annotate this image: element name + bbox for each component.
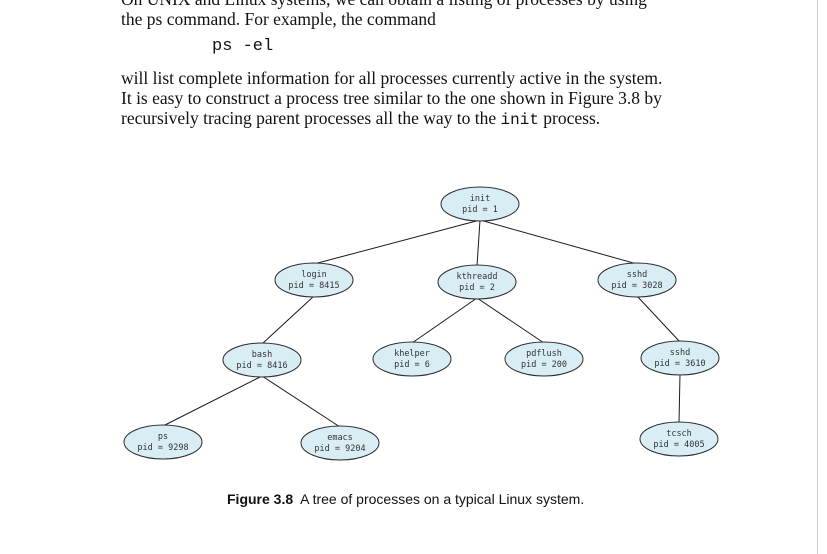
caption-label: Figure 3.8 (227, 491, 294, 507)
node-ellipse (640, 340, 720, 376)
text-fragment: the (121, 9, 147, 29)
node-ellipse (123, 424, 203, 460)
inline-code: init (500, 111, 539, 129)
process-pid: pid = 9298 (137, 443, 188, 453)
node-ellipse (372, 341, 452, 377)
page-edge-line (817, 0, 818, 554)
process-name: pdflush (526, 349, 562, 359)
process-pid: pid = 3028 (611, 281, 662, 291)
edge-init-kthreadd (476, 219, 481, 267)
node-ellipse (437, 264, 517, 300)
caption-text: A tree of processes on a typical Linux s… (300, 491, 585, 507)
body-text-line-clipped: On UNIX and Linux systems, we can obtain… (121, 0, 647, 9)
process-pid: pid = 3610 (654, 359, 705, 369)
node-ellipse (597, 262, 677, 298)
body-text-line: will list complete information for all p… (121, 68, 663, 88)
edge-init-login (313, 219, 481, 265)
edge-kthreadd-pdflush (476, 297, 545, 344)
text-fragment: process. (538, 108, 601, 128)
edge-bash-ps (162, 375, 263, 427)
process-pid: pid = 8415 (288, 281, 339, 291)
figure-caption: Figure 3.8 A tree of processes on a typic… (227, 491, 584, 507)
body-text-line: recursively tracing parent processes all… (121, 108, 600, 130)
node-ellipse (504, 341, 584, 377)
command-example: ps -el (212, 37, 274, 56)
node-ellipse (274, 262, 354, 298)
process-name: init (470, 194, 490, 204)
process-pid: pid = 8416 (236, 361, 287, 371)
text-fragment: recursively tracing parent processes all… (121, 108, 501, 128)
process-pid: pid = 9204 (314, 444, 365, 454)
process-pid: pid = 4005 (653, 440, 704, 450)
process-pid: pid = 200 (521, 360, 567, 370)
process-name: kthreadd (457, 272, 498, 282)
process-pid: pid = 6 (394, 360, 430, 370)
process-name: login (301, 270, 327, 280)
process-name: bash (252, 350, 272, 360)
edge-kthreadd-khelper (411, 297, 478, 344)
body-text-line: It is easy to construct a process tree s… (121, 88, 662, 108)
node-ellipse (300, 425, 380, 461)
body-text-line: the ps command. For example, the command (121, 9, 436, 29)
process-name: sshd (670, 348, 690, 358)
node-ellipse (222, 342, 302, 378)
edge-init-sshd1 (479, 219, 638, 265)
edge-bash-emacs (261, 375, 341, 428)
edge-sshd1-sshd2 (636, 295, 681, 343)
process-name: khelper (394, 349, 430, 359)
inline-code: ps (146, 9, 163, 29)
process-name: tcsch (666, 429, 692, 439)
process-name: ps (158, 432, 168, 442)
process-pid: pid = 1 (462, 205, 498, 215)
edge-sshd2-tcsch (678, 373, 681, 424)
node-ellipse (639, 421, 719, 457)
text-fragment: command. For example, the command (162, 9, 436, 29)
process-name: emacs (327, 433, 353, 443)
node-ellipse (440, 186, 520, 222)
process-name: sshd (627, 270, 647, 280)
edge-login-bash (261, 295, 315, 345)
process-pid: pid = 2 (459, 283, 495, 293)
